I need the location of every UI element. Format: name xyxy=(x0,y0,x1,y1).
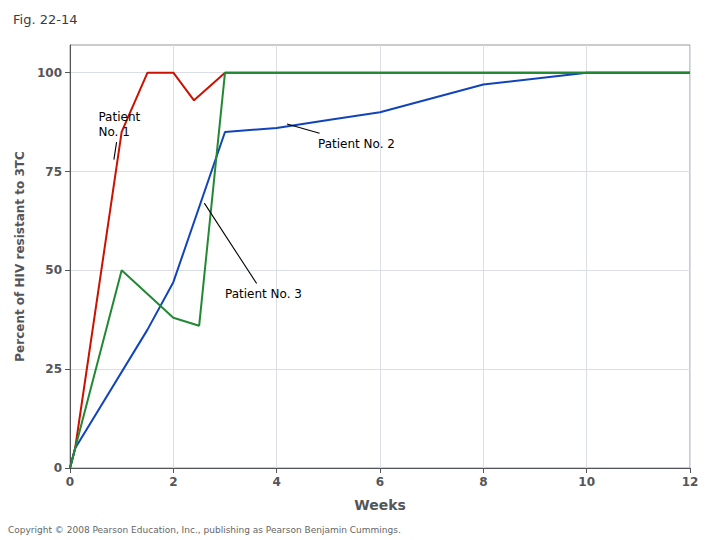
svg-text:Patient No. 3: Patient No. 3 xyxy=(225,287,302,301)
svg-text:100: 100 xyxy=(37,66,62,80)
svg-text:12: 12 xyxy=(682,475,699,489)
svg-text:8: 8 xyxy=(479,475,487,489)
svg-text:No. 1: No. 1 xyxy=(98,125,129,139)
svg-text:75: 75 xyxy=(45,165,62,179)
svg-text:10: 10 xyxy=(578,475,595,489)
svg-text:0: 0 xyxy=(66,475,74,489)
svg-text:Copyright © 2008 Pearson Educa: Copyright © 2008 Pearson Education, Inc.… xyxy=(8,525,401,535)
svg-text:Patient: Patient xyxy=(98,110,140,124)
svg-text:50: 50 xyxy=(45,263,62,277)
svg-text:Fig. 22-14: Fig. 22-14 xyxy=(13,12,77,27)
svg-text:6: 6 xyxy=(376,475,384,489)
svg-text:4: 4 xyxy=(272,475,280,489)
svg-text:Percent of HIV resistant to 3T: Percent of HIV resistant to 3TC xyxy=(13,151,27,362)
svg-text:Patient No. 2: Patient No. 2 xyxy=(318,137,395,151)
svg-text:2: 2 xyxy=(169,475,177,489)
svg-text:25: 25 xyxy=(45,362,62,376)
svg-text:0: 0 xyxy=(54,461,62,475)
svg-text:Weeks: Weeks xyxy=(354,497,406,513)
